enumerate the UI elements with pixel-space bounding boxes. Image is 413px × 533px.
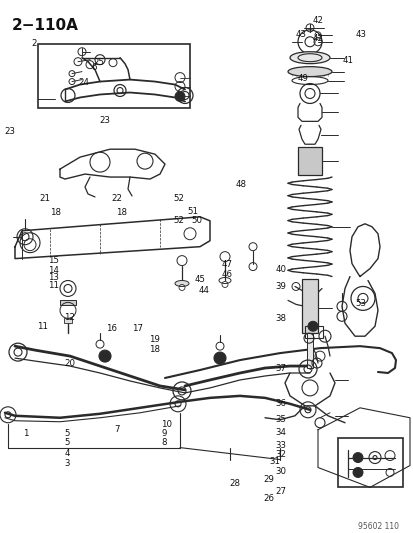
Text: 28: 28: [229, 479, 240, 488]
Text: 47: 47: [221, 260, 232, 269]
Text: 49: 49: [297, 74, 307, 83]
Text: 8: 8: [161, 438, 166, 447]
Text: 9: 9: [161, 429, 166, 438]
Circle shape: [175, 92, 185, 101]
Text: 39: 39: [275, 282, 285, 291]
Text: 27: 27: [275, 488, 286, 496]
Bar: [60, 301, 76, 305]
Text: 33: 33: [275, 441, 286, 450]
Text: 11: 11: [47, 281, 59, 290]
Text: 38: 38: [275, 313, 286, 322]
Text: 11: 11: [37, 321, 48, 330]
Text: 18: 18: [149, 345, 160, 354]
Text: 42: 42: [312, 34, 323, 43]
Text: 4: 4: [64, 449, 69, 458]
Text: 46: 46: [221, 270, 232, 279]
Bar: [38, 44, 190, 108]
Text: 3: 3: [64, 459, 69, 469]
Text: 2: 2: [31, 39, 36, 48]
Bar: [64, 318, 72, 324]
Text: 21: 21: [39, 195, 50, 203]
Text: 52: 52: [173, 215, 184, 224]
Bar: [337, 438, 402, 487]
Text: 48: 48: [235, 180, 247, 189]
Text: 29: 29: [262, 475, 273, 484]
Text: 6: 6: [91, 63, 96, 72]
Text: 16: 16: [105, 324, 116, 333]
Text: 23: 23: [99, 116, 110, 125]
Text: 19: 19: [149, 335, 159, 344]
Bar: [297, 147, 321, 175]
Text: 43: 43: [295, 30, 306, 39]
Circle shape: [307, 321, 317, 331]
Text: 43: 43: [354, 30, 366, 39]
Text: 14: 14: [47, 266, 59, 275]
Text: 2−110A: 2−110A: [12, 18, 79, 33]
Text: 26: 26: [262, 494, 273, 503]
Circle shape: [99, 350, 111, 362]
Text: 5: 5: [64, 429, 69, 438]
Circle shape: [352, 453, 362, 463]
Text: 42: 42: [312, 15, 323, 25]
Text: 22: 22: [111, 195, 122, 203]
Text: 95602 110: 95602 110: [357, 522, 398, 531]
Ellipse shape: [289, 52, 329, 63]
Text: 13: 13: [47, 273, 59, 282]
Circle shape: [352, 467, 362, 478]
Text: 10: 10: [161, 419, 172, 429]
Text: 24: 24: [78, 78, 90, 87]
Text: 40: 40: [275, 265, 286, 274]
Circle shape: [214, 352, 225, 364]
Text: 44: 44: [198, 286, 209, 295]
Text: 36: 36: [275, 399, 286, 408]
Text: 52: 52: [173, 195, 184, 203]
Text: 50: 50: [191, 215, 202, 224]
Bar: [304, 326, 322, 338]
Text: 53: 53: [354, 299, 366, 308]
Text: 45: 45: [194, 276, 205, 285]
Text: 18: 18: [116, 207, 127, 216]
Text: 41: 41: [342, 56, 353, 66]
Text: 31: 31: [268, 457, 280, 466]
Text: 51: 51: [187, 206, 198, 215]
Text: 7: 7: [114, 425, 119, 434]
Text: 18: 18: [50, 207, 61, 216]
Text: 35: 35: [275, 415, 286, 424]
Text: 30: 30: [275, 467, 286, 476]
Text: 17: 17: [132, 324, 143, 333]
Ellipse shape: [175, 280, 189, 286]
Text: 12: 12: [64, 312, 75, 321]
Bar: [301, 279, 317, 333]
Text: 20: 20: [64, 359, 75, 368]
Text: 1: 1: [23, 429, 28, 438]
Text: 32: 32: [275, 450, 286, 459]
Ellipse shape: [287, 67, 331, 77]
Text: 23: 23: [4, 127, 15, 136]
Text: 25: 25: [93, 58, 104, 67]
Bar: [306, 333, 312, 368]
Text: 5: 5: [64, 438, 69, 447]
Text: 37: 37: [275, 364, 286, 373]
Text: 34: 34: [275, 427, 286, 437]
Text: 15: 15: [47, 256, 59, 265]
